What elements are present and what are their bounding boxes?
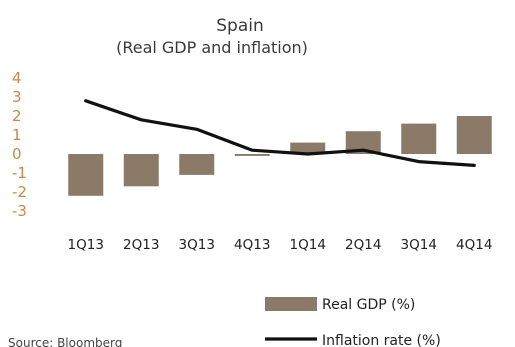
x-tick-label: 2Q13 (123, 237, 159, 253)
y-tick-label: 4 (12, 69, 22, 87)
y-tick-label: 3 (12, 88, 22, 106)
gdp-bar (290, 142, 326, 154)
chart-title: Spain (216, 16, 264, 36)
x-tick-label: 1Q13 (68, 237, 104, 253)
gdp-bars (68, 116, 492, 196)
y-tick-label: 0 (12, 145, 22, 163)
legend-label-inflation: Inflation rate (%) (322, 333, 441, 347)
legend-swatch-gdp (265, 297, 317, 311)
y-tick-label: -1 (12, 164, 27, 182)
gdp-bar (123, 154, 159, 187)
x-tick-label: 4Q13 (234, 237, 270, 253)
y-tick-label: 2 (12, 107, 22, 125)
inflation-line (84, 99, 476, 167)
x-tick-label: 4Q14 (456, 237, 492, 253)
legend-label-gdp: Real GDP (%) (322, 297, 415, 313)
source-note: Source: Bloomberg (8, 336, 122, 347)
y-tick-label: -2 (12, 183, 27, 201)
chart-subtitle: (Real GDP and inflation) (116, 38, 308, 57)
y-tick-label: -3 (12, 202, 27, 220)
x-tick-label: 3Q14 (401, 237, 437, 253)
gdp-bar (345, 131, 381, 154)
x-axis: 1Q13 2Q13 3Q13 4Q13 1Q14 2Q14 3Q14 4Q14 (68, 237, 493, 253)
gdp-bar (401, 123, 437, 154)
gdp-bar (179, 154, 215, 175)
gdp-bar (68, 154, 104, 196)
legend: Real GDP (%) Inflation rate (%) (265, 297, 441, 347)
y-tick-label: 1 (12, 126, 22, 144)
x-tick-label: 2Q14 (345, 237, 381, 253)
x-tick-label: 1Q14 (290, 237, 326, 253)
gdp-bar (234, 154, 270, 156)
x-tick-label: 3Q13 (179, 237, 215, 253)
inflation-line-path (84, 99, 476, 167)
gdp-bar (456, 116, 492, 154)
